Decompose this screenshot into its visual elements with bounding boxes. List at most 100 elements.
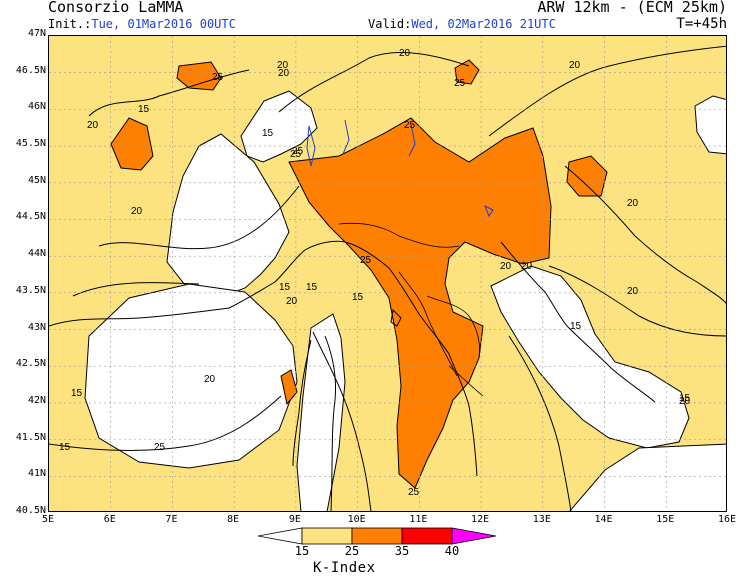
contour-label: 15 <box>352 292 364 303</box>
contour-label: 15 <box>679 393 691 404</box>
contour-label: 20 <box>569 60 581 71</box>
longitude-tick: 5E <box>41 514 55 525</box>
below-15-alps <box>240 90 318 163</box>
longitude-tick: 15E <box>656 514 675 525</box>
latitude-tick: 46N <box>27 101 46 113</box>
latitude-tick: 42N <box>27 394 46 406</box>
isoline-20-tyrrhenian <box>312 331 372 511</box>
below-15-adriatic <box>490 265 690 449</box>
init-label: Init.: <box>48 17 92 31</box>
coastline-ligurian-tyrrhenian <box>49 240 478 477</box>
contour-label: 20 <box>679 396 691 407</box>
isoline-20-southwest <box>72 282 200 297</box>
coastline-adriatic-west <box>500 241 656 403</box>
latitude-tick: 45N <box>27 174 46 186</box>
lake-garda <box>408 123 416 157</box>
contour-label: 15 <box>279 282 291 293</box>
init-time: Init.:Tue, 01Mar2016 00UTC <box>48 17 236 31</box>
lagoon-venice <box>484 204 494 218</box>
above-25-po-valley-tuscany <box>288 117 552 489</box>
contour-label: 20 <box>131 206 143 217</box>
below-15-sea-west <box>84 283 298 469</box>
longitude-tick: 7E <box>165 514 178 525</box>
contour-label: 20 <box>278 68 290 79</box>
contour-label: 20 <box>521 261 533 272</box>
lead-time: T=+45h <box>676 16 727 32</box>
longitude-tick: 6E <box>103 514 116 525</box>
contour-label: 25 <box>454 78 466 89</box>
longitude-tick: 9E <box>288 514 301 525</box>
regional-borders <box>338 222 484 397</box>
latitude-tick: 44.5N <box>15 211 46 223</box>
longitude-tick: 16E <box>717 514 737 525</box>
contour-label: 15 <box>306 282 318 293</box>
contour-label: 25 <box>404 120 416 131</box>
latitude-tick: 45.5N <box>15 138 46 150</box>
legend-value: 25 <box>344 544 360 558</box>
contour-label: 20 <box>87 120 99 131</box>
contour-label: 25 <box>292 146 304 157</box>
contour-label: 15 <box>138 104 150 115</box>
elba-island <box>390 308 402 327</box>
legend-value: 15 <box>294 544 310 558</box>
org-title: Consorzio LaMMA <box>48 0 184 16</box>
colorbar-band-25-35 <box>351 527 403 545</box>
contour-label: 15 <box>570 321 582 332</box>
coastline-corsica-west <box>292 339 312 467</box>
longitude-tick: 11E <box>409 514 428 525</box>
border-po-south <box>338 222 460 248</box>
contour-label: 15 <box>71 388 83 399</box>
colorbar <box>258 527 497 545</box>
longitude-tick: 10E <box>347 514 366 525</box>
latitude-tick: 41.5N <box>15 431 46 443</box>
longitude-tick: 14E <box>594 514 613 525</box>
kindex-below-15-areas <box>84 90 726 511</box>
init-value: Tue, 01Mar2016 00UTC <box>91 17 236 31</box>
contour-label: 25 <box>408 487 420 498</box>
contour-label: 25 <box>154 442 166 453</box>
contour-label: 25 <box>212 72 224 83</box>
contour-label: 20 <box>204 374 216 385</box>
latitude-tick: 41N <box>27 468 46 480</box>
legend-value: 35 <box>394 544 410 558</box>
contour-label: 15 <box>262 128 274 139</box>
isoline-20-north <box>88 69 250 117</box>
colorbar-high-triangle <box>451 527 497 545</box>
longitude-tick: 13E <box>532 514 551 525</box>
contour-label: 20 <box>627 286 639 297</box>
isoline-20-south <box>49 395 282 451</box>
valid-label: Valid: <box>368 17 412 31</box>
below-15-provence <box>166 133 290 299</box>
isoline-20-adriatic <box>548 265 726 337</box>
kindex-20-isolines <box>49 45 726 511</box>
below-15-northeast <box>694 95 726 155</box>
above-25-istria <box>566 155 608 197</box>
isoline-20-alps <box>278 52 470 113</box>
border-tuscany-umbria <box>398 271 458 377</box>
coastline-sardinia-east <box>324 335 336 511</box>
above-25-alps-north <box>176 61 222 91</box>
above-25-corsica <box>280 369 298 406</box>
contour-label: 15 <box>59 442 71 453</box>
longitude-tick: 12E <box>471 514 490 525</box>
isoline-20-northeast <box>488 45 726 137</box>
lakes <box>306 119 494 218</box>
below-15-southeast <box>569 443 726 511</box>
kindex-25-35-areas <box>110 59 608 489</box>
latitude-tick: 42.5N <box>15 358 46 370</box>
contour-label: 25 <box>290 149 302 160</box>
border-marche <box>426 295 480 359</box>
colorbar-band-35-40 <box>401 527 453 545</box>
latitude-tick: 47N <box>27 28 46 39</box>
colorbar-low-triangle <box>258 527 303 545</box>
lake-maggiore <box>306 125 316 167</box>
coastlines <box>49 165 726 511</box>
lake-como <box>342 119 350 155</box>
contour-label: 25 <box>360 255 372 266</box>
contour-label: 20 <box>500 261 512 272</box>
colorbar-legend: 15 25 35 40 K-Index <box>258 526 498 576</box>
latitude-tick: 46.5N <box>15 64 46 76</box>
latitude-tick: 44N <box>27 248 46 260</box>
